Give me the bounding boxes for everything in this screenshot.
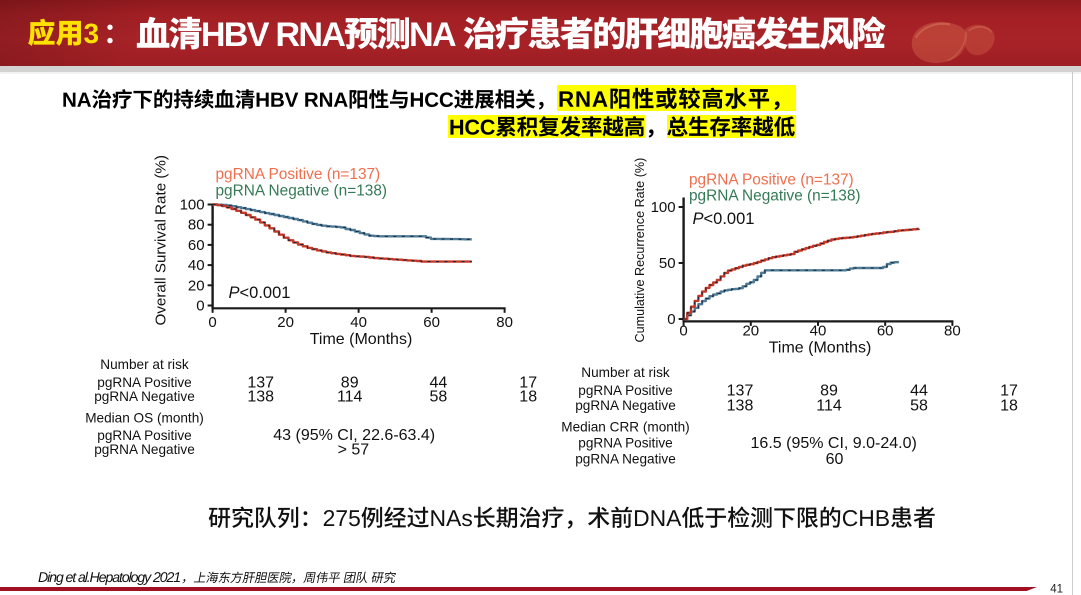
svg-text:pgRNA Positive (n=137): pgRNA Positive (n=137) bbox=[216, 166, 381, 183]
svg-text:44: 44 bbox=[910, 382, 928, 399]
svg-text:Time (Months): Time (Months) bbox=[310, 331, 413, 348]
svg-text:pgRNA Negative: pgRNA Negative bbox=[575, 398, 676, 413]
svg-text:pgRNA Positive (n=137): pgRNA Positive (n=137) bbox=[689, 172, 854, 189]
svg-text:P<0.001: P<0.001 bbox=[229, 284, 291, 302]
svg-text:pgRNA Negative: pgRNA Negative bbox=[94, 389, 195, 404]
svg-text:40: 40 bbox=[188, 257, 205, 274]
svg-text:137: 137 bbox=[727, 382, 754, 399]
svg-text:58: 58 bbox=[430, 389, 448, 406]
svg-text:pgRNA Positive: pgRNA Positive bbox=[97, 428, 191, 443]
svg-text:100: 100 bbox=[651, 199, 676, 216]
svg-text:50: 50 bbox=[659, 255, 676, 272]
svg-text:20: 20 bbox=[188, 277, 205, 294]
svg-text:Number at risk: Number at risk bbox=[581, 365, 670, 380]
svg-text:pgRNA Positive: pgRNA Positive bbox=[578, 435, 672, 450]
svg-text:17: 17 bbox=[519, 375, 537, 392]
svg-text:114: 114 bbox=[816, 397, 842, 414]
svg-text:0: 0 bbox=[667, 311, 675, 328]
svg-text:pgRNA Positive: pgRNA Positive bbox=[578, 383, 672, 398]
svg-text:0: 0 bbox=[679, 323, 687, 340]
svg-text:16.5 (95% CI, 9.0-24.0): 16.5 (95% CI, 9.0-24.0) bbox=[751, 435, 917, 452]
svg-text:80: 80 bbox=[496, 314, 513, 331]
svg-text:100: 100 bbox=[180, 197, 205, 214]
svg-text:pgRNA Negative (n=138): pgRNA Negative (n=138) bbox=[216, 183, 388, 200]
svg-text:pgRNA Negative: pgRNA Negative bbox=[575, 451, 676, 466]
svg-text:89: 89 bbox=[341, 375, 359, 392]
svg-text:0: 0 bbox=[208, 314, 216, 331]
svg-text:Median OS (month): Median OS (month) bbox=[85, 411, 204, 426]
svg-text:60: 60 bbox=[826, 451, 844, 468]
svg-text:89: 89 bbox=[820, 382, 838, 399]
svg-text:Cumulative Recurrence Rate (%): Cumulative Recurrence Rate (%) bbox=[633, 158, 647, 343]
svg-text:80: 80 bbox=[188, 217, 205, 234]
svg-text:17: 17 bbox=[1000, 382, 1018, 399]
svg-text:pgRNA Negative (n=138): pgRNA Negative (n=138) bbox=[689, 188, 861, 205]
svg-text:40: 40 bbox=[810, 323, 827, 340]
svg-text:58: 58 bbox=[910, 397, 928, 414]
svg-text:114: 114 bbox=[337, 389, 363, 406]
svg-text:20: 20 bbox=[742, 323, 759, 340]
svg-text:60: 60 bbox=[423, 314, 440, 331]
svg-text:137: 137 bbox=[247, 375, 274, 392]
svg-text:0: 0 bbox=[196, 298, 204, 315]
svg-text:Time (Months): Time (Months) bbox=[769, 340, 872, 357]
svg-text:18: 18 bbox=[1000, 397, 1018, 414]
svg-text:60: 60 bbox=[188, 237, 205, 254]
svg-text:138: 138 bbox=[247, 389, 274, 406]
svg-text:18: 18 bbox=[519, 389, 537, 406]
svg-text:Median CRR (month): Median CRR (month) bbox=[561, 419, 689, 434]
svg-text:40: 40 bbox=[350, 314, 367, 331]
svg-text:> 57: > 57 bbox=[338, 441, 370, 458]
svg-text:P<0.001: P<0.001 bbox=[693, 210, 755, 228]
svg-text:pgRNA Negative: pgRNA Negative bbox=[94, 442, 195, 457]
svg-text:Overall Survival Rate (%): Overall Survival Rate (%) bbox=[153, 155, 170, 325]
svg-text:Number at risk: Number at risk bbox=[100, 357, 189, 372]
svg-text:138: 138 bbox=[727, 397, 754, 414]
svg-text:41: 41 bbox=[1050, 584, 1063, 595]
svg-text:pgRNA Positive: pgRNA Positive bbox=[97, 375, 191, 390]
svg-text:60: 60 bbox=[877, 323, 894, 340]
svg-text:20: 20 bbox=[277, 314, 294, 331]
svg-text:80: 80 bbox=[944, 323, 961, 340]
svg-text:44: 44 bbox=[430, 375, 448, 392]
svg-text:43 (95% CI, 22.6-63.4): 43 (95% CI, 22.6-63.4) bbox=[273, 427, 435, 444]
